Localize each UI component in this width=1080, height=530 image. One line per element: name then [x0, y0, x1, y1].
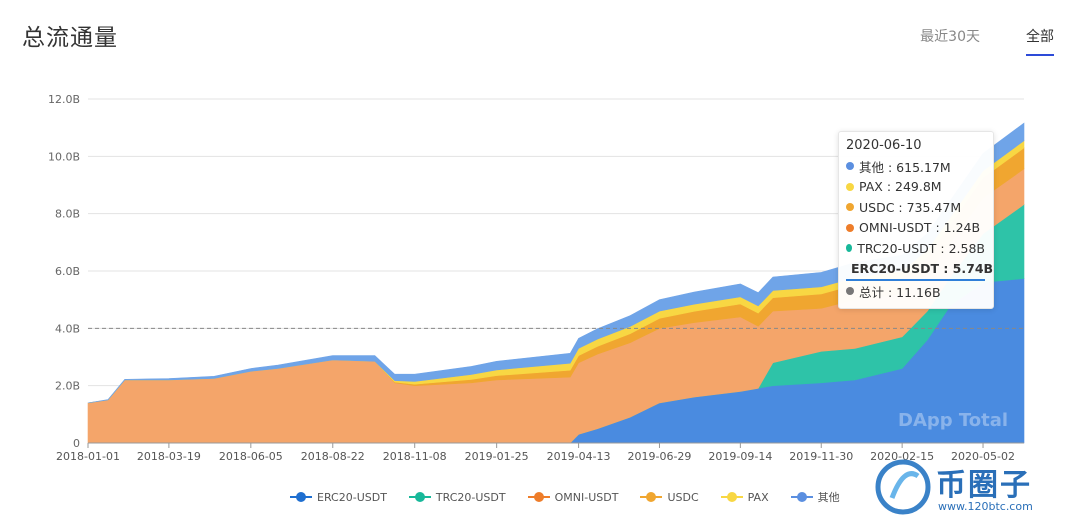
legend-marker-icon: [790, 492, 813, 502]
x-tick-label: 2019-06-29: [628, 450, 692, 463]
tooltip-dot-icon: [846, 287, 854, 296]
legend-item[interactable]: USDC: [640, 489, 699, 505]
chart-legend: ERC20-USDT TRC20-USDT OMNI-USDT USDC PAX 其他: [290, 489, 840, 505]
legend-marker-icon: [527, 492, 550, 502]
x-tick-label: 2018-03-19: [137, 450, 201, 463]
tooltip-dot-icon: [846, 223, 854, 232]
x-tick-label: 2020-05-02: [951, 450, 1015, 463]
series-area-5: [87, 122, 1025, 404]
tooltip-dot-icon: [846, 182, 854, 191]
page-title: 总流通量: [22, 25, 118, 51]
x-tick-label: 2019-09-14: [708, 450, 772, 463]
legend-label: OMNI-USDT: [554, 490, 619, 504]
x-tick-label: 2020-02-15: [870, 450, 934, 463]
legend-item[interactable]: 其他: [790, 489, 840, 505]
tooltip-date: 2020-06-10: [846, 138, 922, 153]
y-tick-label: 0: [73, 437, 80, 450]
x-tick-label: 2018-08-22: [301, 450, 365, 463]
legend-item[interactable]: ERC20-USDT: [290, 489, 387, 505]
brand-name: 币圈子: [936, 468, 1032, 503]
legend-item[interactable]: TRC20-USDT: [408, 489, 506, 505]
legend-label: USDC: [667, 490, 699, 504]
legend-label: ERC20-USDT: [317, 490, 387, 504]
tooltip-row: USDC : 735.47M: [846, 197, 985, 218]
tooltip-row-label: TRC20-USDT : 2.58B: [857, 240, 985, 256]
y-tick-label: 8.0B: [55, 208, 80, 221]
legend-label: PAX: [747, 490, 769, 504]
tooltip-row: 其他 : 615.17M: [846, 156, 985, 177]
brand-logo-icon: [875, 459, 931, 515]
chart-tooltip: 2020-06-10 其他 : 615.17M PAX : 249.8M USDC …: [838, 131, 994, 309]
tooltip-row-label: ERC20-USDT : 5.74B: [851, 261, 994, 277]
tooltip-row-label: PAX : 249.8M: [859, 179, 942, 195]
tab-last-30-days[interactable]: 最近30天: [920, 29, 980, 45]
legend-label: 其他: [817, 491, 840, 504]
legend-marker-icon: [408, 492, 431, 502]
tooltip-dot-icon: [846, 162, 854, 171]
tooltip-row-label: OMNI-USDT : 1.24B: [859, 220, 981, 236]
legend-item[interactable]: OMNI-USDT: [527, 489, 619, 505]
tooltip-row-label: 其他 : 615.17M: [859, 159, 951, 175]
x-tick-label: 2018-01-01: [56, 450, 120, 463]
y-tick-label: 4.0B: [55, 322, 80, 335]
tooltip-row: ERC20-USDT : 5.74B: [846, 259, 993, 281]
legend-marker-icon: [290, 492, 312, 502]
legend-item[interactable]: PAX: [720, 489, 769, 505]
brand-url: www.120btc.com: [938, 500, 1033, 513]
chart-watermark: DApp Total: [898, 410, 1008, 431]
tab-all[interactable]: 全部: [1026, 26, 1054, 56]
y-tick-label: 10.0B: [48, 150, 80, 163]
x-tick-label: 2019-04-13: [547, 450, 611, 463]
y-tick-label: 6.0B: [55, 265, 80, 278]
range-tabs: 最近30天 全部: [920, 26, 1054, 56]
brand-watermark: 币圈子 www.120btc.com: [874, 456, 1074, 526]
y-tick-label: 2.0B: [55, 380, 80, 393]
legend-marker-icon: [640, 492, 663, 502]
legend-marker-icon: [720, 492, 743, 502]
tooltip-row: TRC20-USDT : 2.58B: [846, 238, 985, 259]
legend-label: TRC20-USDT: [435, 490, 506, 504]
tooltip-row: 总计 : 11.16B: [846, 281, 985, 302]
y-tick-label: 12.0B: [48, 93, 80, 106]
tooltip-row: PAX : 249.8M: [846, 177, 985, 198]
tooltip-row: OMNI-USDT : 1.24B: [846, 218, 985, 239]
tooltip-row-label: USDC : 735.47M: [859, 199, 962, 215]
x-tick-label: 2018-06-05: [219, 450, 283, 463]
stacked-area-chart[interactable]: 0 2.0B 4.0B 6.0B 8.0B 10.0B 12.0B 2018-01-01 201…: [0, 0, 1080, 480]
tooltip-dot-icon: [846, 203, 854, 212]
tooltip-dot-icon: [846, 244, 853, 253]
x-tick-label: 2019-01-25: [465, 450, 529, 463]
tooltip-row-label: 总计 : 11.16B: [859, 284, 941, 300]
x-tick-label: 2018-11-08: [383, 450, 447, 463]
x-tick-label: 2019-11-30: [789, 450, 853, 463]
